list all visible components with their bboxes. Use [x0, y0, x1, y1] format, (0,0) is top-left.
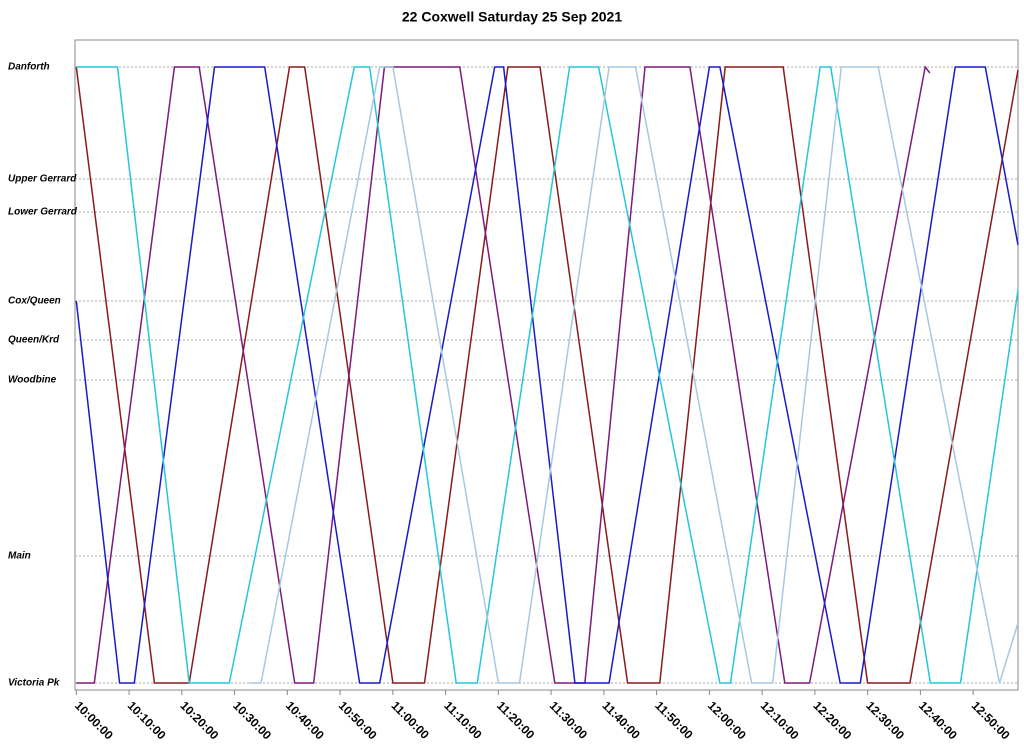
y-tick-label: Woodbine [8, 375, 57, 386]
x-tick-label: 10:40:00 [283, 698, 327, 742]
chart-title: 22 Coxwell Saturday 25 Sep 2021 [402, 9, 622, 25]
x-tick-label: 12:40:00 [916, 698, 960, 742]
x-tick-label: 10:10:00 [125, 698, 169, 742]
vehicle-line [76, 65, 931, 684]
plot-frame [74, 39, 1019, 691]
x-tick-label: 10:20:00 [177, 698, 221, 742]
x-tick-label: 12:30:00 [863, 698, 907, 742]
x-tick-label: 10:50:00 [336, 698, 380, 742]
x-tick-label: 12:00:00 [705, 698, 749, 742]
x-tick-label: 11:30:00 [547, 698, 591, 742]
x-tick-label: 11:10:00 [441, 698, 485, 742]
x-tick-label: 11:20:00 [494, 698, 538, 742]
x-tick-label: 10:00:00 [72, 698, 116, 742]
y-tick-label: Cox/Queen [8, 296, 61, 307]
x-tick-label: 12:50:00 [969, 698, 1013, 742]
vehicle-line [249, 66, 1019, 684]
x-tick-label: 12:10:00 [758, 698, 802, 742]
x-tick-label: 11:00:00 [388, 698, 432, 742]
vehicle-line [75, 66, 1019, 684]
y-tick-label: Queen/Krd [8, 335, 60, 346]
y-tick-label: Danforth [8, 62, 50, 73]
x-tick-label: 11:50:00 [652, 698, 696, 742]
x-tick-label: 11:40:00 [600, 698, 644, 742]
x-tick-label: 12:20:00 [811, 698, 855, 742]
vehicle-line [76, 66, 1019, 684]
y-tick-label: Upper Gerrard [8, 174, 77, 185]
y-tick-label: Victoria Pk [8, 678, 60, 689]
vehicle-line [75, 66, 1019, 684]
x-tick-label: 10:30:00 [230, 698, 274, 742]
y-tick-label: Main [8, 551, 31, 562]
y-tick-label: Lower Gerrard [8, 207, 78, 218]
